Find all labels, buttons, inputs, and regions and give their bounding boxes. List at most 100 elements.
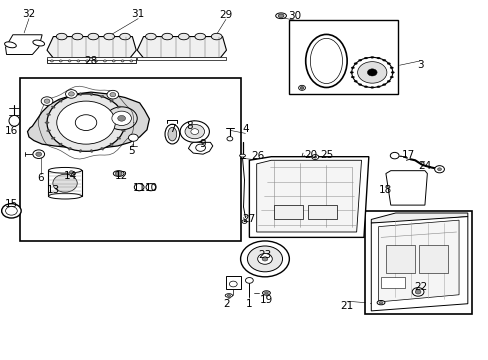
Ellipse shape (376, 86, 380, 87)
Circle shape (65, 90, 77, 98)
Ellipse shape (113, 171, 124, 176)
Circle shape (110, 93, 116, 97)
Ellipse shape (121, 130, 125, 132)
Ellipse shape (117, 106, 121, 108)
Text: 16: 16 (5, 126, 18, 135)
Bar (47, 59, 136, 63)
Bar (418, 244, 447, 273)
Text: 30: 30 (287, 11, 300, 21)
Circle shape (118, 116, 125, 121)
Ellipse shape (103, 33, 114, 40)
Ellipse shape (376, 57, 380, 59)
Ellipse shape (262, 291, 270, 295)
Circle shape (134, 184, 144, 191)
Ellipse shape (51, 106, 55, 108)
Circle shape (262, 257, 267, 261)
Ellipse shape (45, 122, 49, 123)
Ellipse shape (56, 33, 67, 40)
Polygon shape (385, 171, 427, 205)
Ellipse shape (90, 93, 93, 96)
Ellipse shape (79, 149, 81, 153)
Bar (273, 205, 303, 220)
Polygon shape (27, 92, 149, 148)
Circle shape (247, 246, 282, 272)
Circle shape (128, 134, 138, 141)
Text: 13: 13 (47, 185, 60, 195)
Text: 17: 17 (401, 150, 414, 160)
Ellipse shape (68, 147, 71, 150)
Circle shape (414, 290, 420, 294)
Text: 27: 27 (241, 215, 255, 224)
Ellipse shape (358, 84, 361, 85)
Bar (137, 57, 226, 59)
Circle shape (240, 241, 289, 277)
Polygon shape (67, 168, 76, 176)
Circle shape (366, 69, 376, 76)
Ellipse shape (370, 87, 373, 88)
Bar (48, 170, 81, 196)
Circle shape (36, 152, 41, 156)
Bar (365, 211, 471, 315)
Text: 22: 22 (413, 282, 427, 292)
Ellipse shape (145, 33, 156, 40)
Text: 21: 21 (340, 301, 353, 311)
Ellipse shape (275, 13, 286, 19)
Ellipse shape (364, 57, 367, 59)
Circle shape (33, 150, 44, 158)
Circle shape (437, 168, 441, 171)
Circle shape (106, 107, 137, 130)
Bar (289, 21, 397, 94)
Ellipse shape (137, 184, 142, 191)
Text: 14: 14 (63, 171, 77, 181)
Circle shape (5, 207, 17, 215)
Ellipse shape (358, 59, 361, 61)
Bar (307, 205, 336, 220)
Ellipse shape (386, 80, 390, 82)
Circle shape (57, 101, 115, 144)
Text: 12: 12 (115, 171, 128, 181)
Ellipse shape (110, 143, 113, 146)
Text: 8: 8 (186, 121, 193, 131)
Polygon shape (256, 160, 361, 232)
Bar (225, 276, 240, 289)
Circle shape (75, 115, 97, 131)
Ellipse shape (122, 122, 127, 123)
Circle shape (300, 86, 304, 89)
Ellipse shape (386, 63, 390, 64)
Ellipse shape (390, 72, 394, 73)
Circle shape (121, 60, 124, 62)
Ellipse shape (353, 63, 357, 64)
Circle shape (146, 184, 156, 191)
Text: 20: 20 (303, 150, 316, 160)
Circle shape (313, 156, 316, 158)
Text: 25: 25 (319, 150, 332, 160)
Polygon shape (378, 220, 458, 302)
Text: 7: 7 (169, 124, 175, 134)
Circle shape (311, 154, 318, 159)
Ellipse shape (88, 33, 99, 40)
Ellipse shape (164, 124, 179, 144)
Text: 26: 26 (251, 150, 264, 161)
Text: 2: 2 (223, 299, 229, 309)
Circle shape (41, 97, 53, 105)
Circle shape (184, 125, 204, 139)
Polygon shape (249, 157, 368, 237)
Ellipse shape (117, 137, 121, 139)
Circle shape (130, 60, 133, 62)
Text: 10: 10 (144, 183, 157, 193)
Ellipse shape (79, 93, 81, 96)
Ellipse shape (376, 301, 384, 305)
Circle shape (195, 144, 205, 151)
Circle shape (68, 92, 74, 96)
Text: 11: 11 (133, 183, 146, 193)
Text: 9: 9 (199, 139, 206, 149)
Circle shape (389, 152, 398, 159)
Ellipse shape (51, 137, 55, 139)
Bar (380, 277, 405, 288)
Ellipse shape (72, 33, 82, 40)
Ellipse shape (389, 76, 393, 78)
Ellipse shape (59, 143, 62, 146)
Ellipse shape (239, 154, 245, 157)
Text: 19: 19 (259, 296, 272, 306)
Circle shape (226, 136, 232, 141)
